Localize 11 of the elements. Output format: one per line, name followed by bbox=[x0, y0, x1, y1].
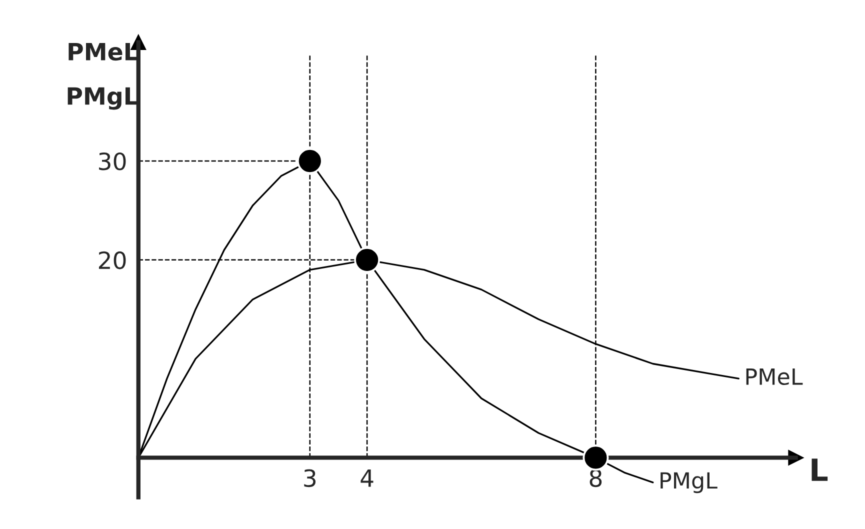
series-label: PMeL bbox=[746, 368, 803, 386]
x-tick-label: 4 bbox=[360, 470, 374, 487]
y-axis-title: PMeL PMgL bbox=[68, 43, 138, 110]
point bbox=[354, 246, 380, 273]
y-tick-label: 20 bbox=[98, 251, 126, 270]
x-tick-label: 3 bbox=[304, 469, 316, 488]
x-axis-title: L bbox=[812, 458, 828, 481]
point bbox=[582, 444, 609, 471]
point bbox=[296, 148, 323, 174]
series-label: PMgL bbox=[660, 472, 718, 494]
y-tick-label: 30 bbox=[99, 152, 126, 170]
